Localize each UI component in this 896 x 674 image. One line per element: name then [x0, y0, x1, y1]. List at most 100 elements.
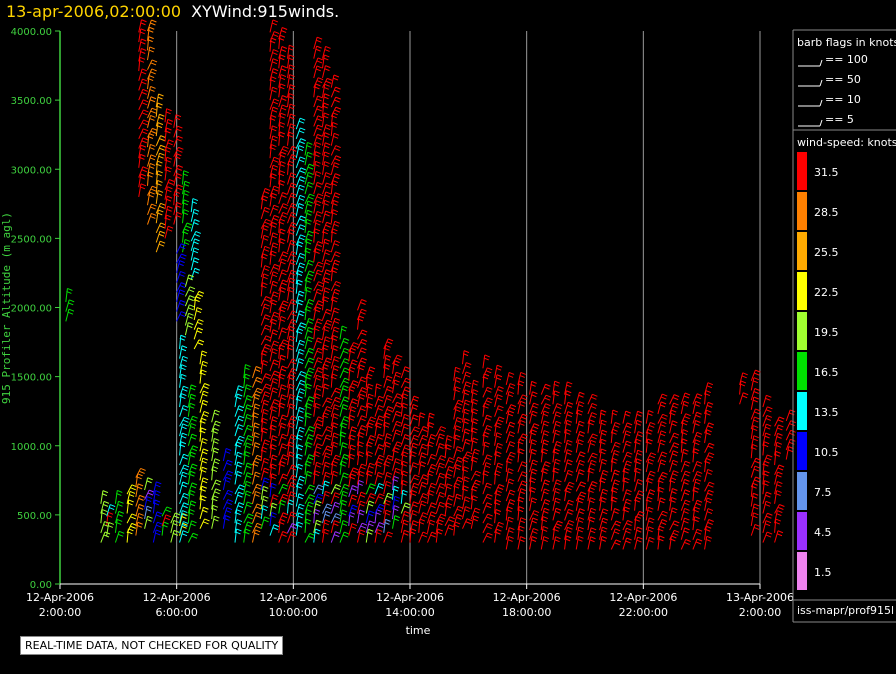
wind-barb [330, 454, 341, 466]
legend-panel: barb flags in knots == 100 == 50 == 10 == 5… [792, 29, 896, 623]
wind-barb [243, 462, 253, 475]
wind-barb [260, 234, 270, 249]
wind-barb [374, 422, 383, 437]
wind-barb [295, 138, 306, 149]
wind-barb [418, 461, 427, 475]
wind-barb [444, 466, 455, 478]
wind-barb [680, 507, 690, 521]
wind-barb [313, 300, 324, 311]
wind-barb [278, 104, 288, 117]
wind-barb [552, 497, 561, 511]
wind-barb [322, 344, 329, 359]
wind-barb [269, 494, 279, 507]
wind-barb [211, 427, 219, 442]
wind-barb [295, 279, 303, 294]
wind-barb [529, 402, 539, 415]
wind-barb [222, 470, 234, 481]
wind-barb [392, 515, 400, 529]
speed-legend-label: 16.5 [814, 366, 839, 379]
wind-barb [199, 518, 210, 529]
wind-barb [348, 473, 357, 488]
wind-barb [564, 499, 574, 511]
wind-barb [400, 434, 411, 446]
wind-barb [278, 145, 289, 156]
wind-barb [295, 145, 305, 159]
wind-barb [657, 486, 665, 502]
wind-barb [179, 441, 187, 456]
wind-barb [176, 311, 187, 322]
wind-barb [260, 408, 269, 423]
wind-barb [374, 454, 385, 466]
wind-barb [750, 369, 761, 381]
wind-barb [322, 336, 331, 350]
wind-barb [176, 289, 185, 303]
wind-barb [330, 280, 342, 292]
wind-barb [587, 439, 597, 453]
wind-barb [634, 510, 645, 521]
wind-barb [269, 204, 280, 217]
wind-barb [330, 492, 341, 504]
wind-barb [330, 192, 341, 204]
wind-barb [322, 397, 333, 408]
wind-barb [164, 214, 172, 229]
wind-barb [322, 151, 330, 166]
wind-barb [330, 307, 340, 321]
wind-barb [252, 442, 261, 456]
chart-title-bar: 13-apr-2006,02:00:00 XYWind:915winds. [6, 2, 339, 21]
wind-barb [357, 299, 367, 311]
wind-barb [260, 335, 272, 346]
wind-barb [135, 483, 144, 497]
wind-barb [155, 230, 166, 243]
wind-barb [622, 460, 632, 473]
wind-barb [418, 434, 429, 446]
wind-barb [278, 394, 287, 408]
y-tick-label: 500.00 [17, 511, 52, 522]
wind-barb [704, 409, 712, 424]
wind-barb [599, 469, 609, 482]
wind-barb [552, 411, 562, 424]
wind-barb [494, 442, 503, 456]
wind-barb [295, 262, 306, 275]
wind-barb [599, 419, 607, 434]
wind-barb [260, 314, 271, 326]
wind-barb [295, 426, 305, 439]
wind-barb [435, 528, 444, 543]
wind-barb [540, 499, 551, 511]
wind-barb [260, 359, 269, 374]
wind-barb [199, 506, 209, 520]
barb-legend-item: == 50 [798, 73, 861, 87]
wind-barb [610, 409, 619, 424]
wind-barb [252, 529, 261, 543]
wind-barb [187, 393, 197, 408]
wind-barb [304, 494, 315, 505]
wind-barb [599, 458, 608, 473]
x-tick-label-date: 12-Apr-2006 [26, 591, 94, 604]
wind-barb [645, 452, 657, 463]
wind-barb [179, 373, 187, 388]
wind-barb [193, 307, 203, 321]
wind-barb [427, 531, 437, 543]
wind-barb [348, 342, 359, 352]
wind-barb [427, 511, 437, 524]
wind-barb [260, 457, 270, 471]
wind-barb [552, 380, 560, 395]
wind-barb [193, 318, 204, 330]
wind-barb [322, 93, 330, 108]
wind-barb [152, 490, 161, 504]
wind-barb [287, 64, 295, 79]
wind-barb [304, 305, 312, 320]
wind-barb [179, 492, 189, 504]
y-tick-label: 1000.00 [11, 442, 52, 453]
wind-barb [114, 510, 124, 524]
wind-barb [645, 489, 656, 502]
wind-barb [680, 517, 690, 531]
wind-barb [400, 479, 408, 495]
wind-barb [155, 144, 166, 156]
wind-barb [260, 282, 268, 297]
wind-barb [552, 403, 563, 415]
wind-barb [357, 491, 367, 504]
wind-barb [610, 469, 620, 482]
wind-barb [322, 426, 333, 437]
wind-barb [152, 521, 163, 534]
wind-barb [164, 156, 172, 171]
